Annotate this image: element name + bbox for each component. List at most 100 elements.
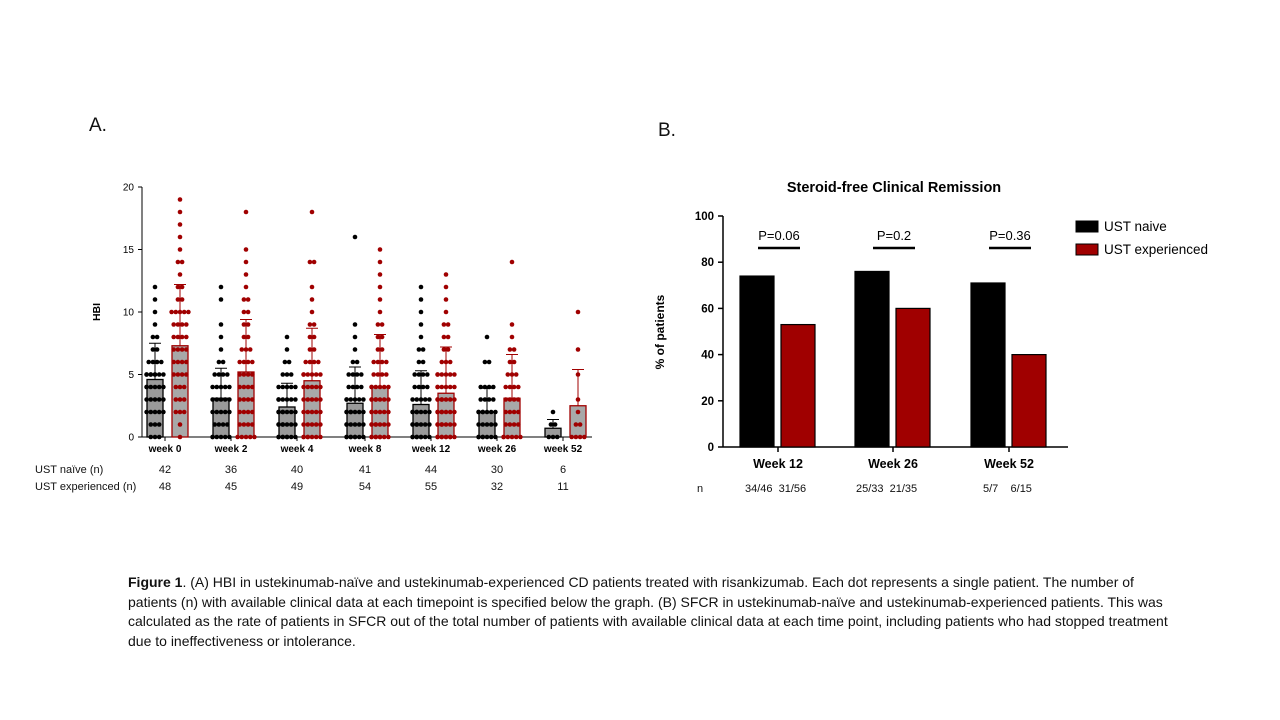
data-point [245,297,251,302]
data-point [218,334,224,340]
data-point [416,347,422,352]
data-point [354,372,360,377]
data-point [348,409,354,415]
data-point [288,384,294,390]
data-point [171,334,176,340]
data-point [241,309,247,315]
data-point [412,372,418,377]
data-point [575,309,581,315]
data-point [243,434,249,440]
table-b-cell-week52: 5/7 6/15 [983,483,1032,495]
data-point [420,347,426,352]
data-point [447,372,453,377]
data-point [356,397,362,402]
data-point [173,309,179,315]
data-point [350,359,356,365]
data-point [371,372,377,377]
data-point [516,409,521,415]
data-point [422,434,428,440]
data-point [237,384,242,390]
data-point [416,359,422,365]
data-point [439,359,445,365]
data-point [179,322,185,327]
data-point [350,384,356,390]
data-point [154,359,160,365]
data-point [179,372,185,377]
data-point [503,397,509,402]
data-point [241,359,247,365]
data-point [379,347,385,352]
data-point [177,272,183,277]
data-point [377,434,383,440]
data-point [184,334,189,340]
data-point [301,372,306,377]
data-point [313,409,319,415]
data-point [379,322,385,327]
data-point [309,297,315,302]
table-b-label: n [697,483,704,495]
data-point [445,334,451,340]
data-point [361,409,366,415]
data-point [418,322,424,327]
table-cell: 30 [490,464,504,476]
data-point [443,409,449,415]
data-point [210,434,215,440]
data-point [171,322,176,327]
data-point [352,434,358,440]
data-point [144,409,149,415]
data-point [250,422,255,427]
data-point [503,384,509,390]
data-point [416,372,422,377]
x-tick-label: week 52 [543,444,583,455]
table-cell: 42 [158,464,172,476]
data-point [503,422,509,427]
data-point [288,434,294,440]
data-point [377,272,383,277]
data-point [480,434,486,440]
data-point [218,409,224,415]
data-point [435,384,440,390]
data-point [478,384,484,390]
table-cell: 55 [424,481,438,493]
data-point [148,397,154,402]
data-point [241,422,247,427]
data-point [373,397,379,402]
data-point [305,384,311,390]
y-tick-label: 100 [695,211,714,223]
p-value-label: P=0.06 [758,228,800,243]
data-point [386,397,391,402]
caption-bold: Figure 1 [128,574,183,590]
data-point [484,422,490,427]
data-point [447,422,453,427]
data-point [177,222,183,227]
data-point [435,434,440,440]
data-point [410,397,415,402]
data-point [250,384,255,390]
data-point [386,384,391,390]
data-point [293,409,298,415]
data-point [284,434,290,440]
data-point [146,359,151,365]
data-point [346,384,352,390]
data-point [361,422,366,427]
data-point [435,397,440,402]
data-point [284,384,290,390]
data-point [301,409,306,415]
data-point [493,434,498,440]
data-point [352,409,358,415]
data-point [293,397,298,402]
table-b-cell-week26: 25/33 21/35 [856,483,918,495]
data-point [235,434,240,440]
data-point [375,334,381,340]
data-point [480,409,486,415]
data-point [243,247,249,252]
data-point [152,409,158,415]
data-point [218,384,224,390]
data-point [577,422,583,427]
data-point [152,422,158,427]
data-point [386,409,391,415]
table-cell: 41 [358,464,372,476]
data-point [309,434,315,440]
data-point [445,322,451,327]
legend-label: UST naive [1104,219,1167,234]
